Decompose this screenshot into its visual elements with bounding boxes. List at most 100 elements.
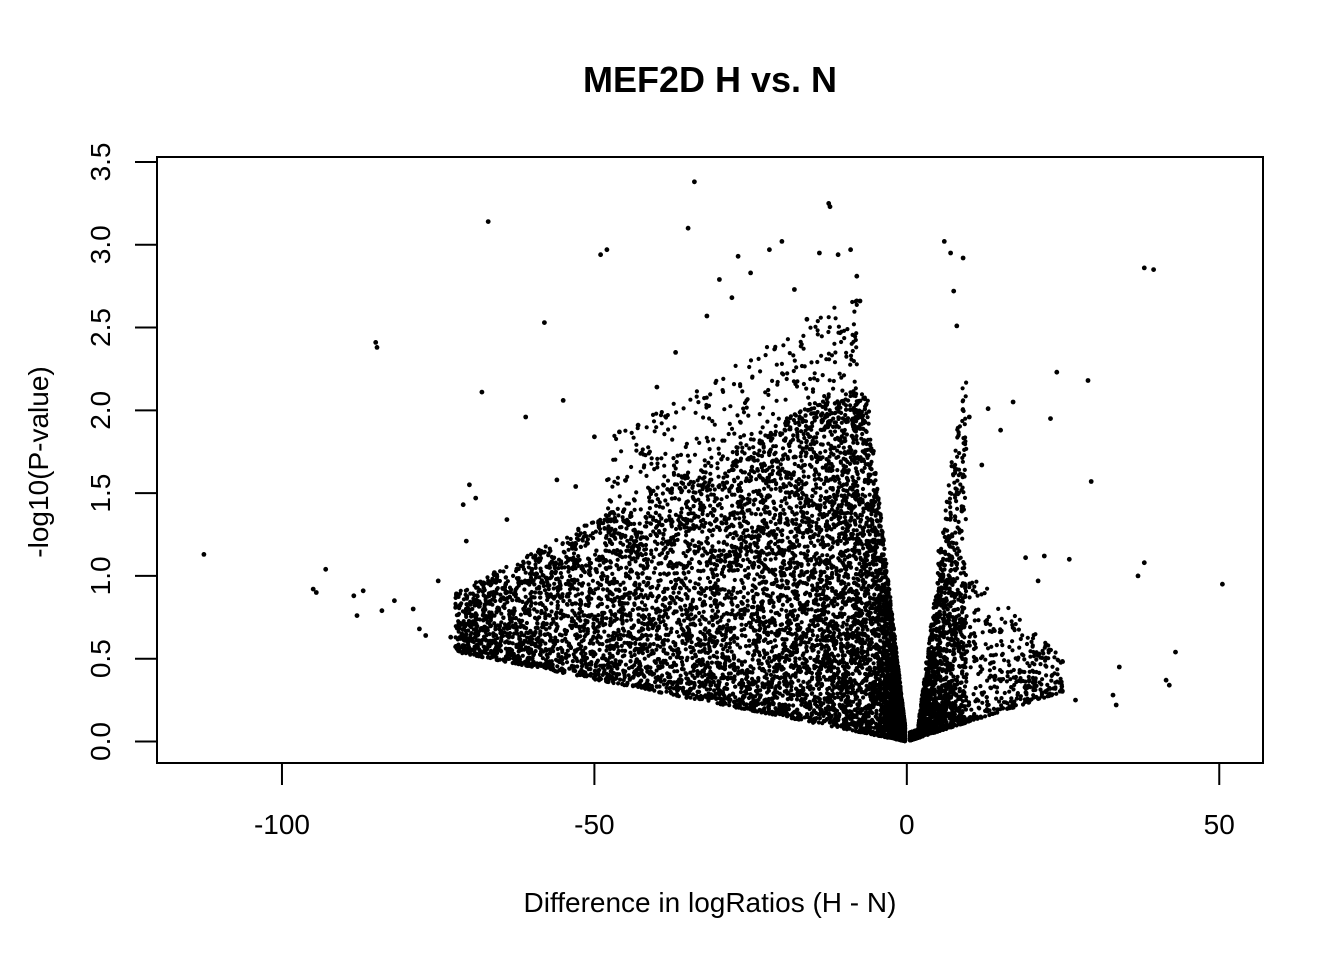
- scatter-point: [665, 487, 670, 492]
- scatter-point: [815, 622, 820, 628]
- scatter-point: [539, 580, 544, 585]
- scatter-point: [873, 513, 878, 518]
- scatter-point: [793, 659, 798, 664]
- scatter-point: [560, 541, 565, 547]
- scatter-point: [708, 683, 713, 688]
- scatter-point: [878, 638, 883, 643]
- scatter-point: [716, 474, 721, 479]
- scatter-point: [683, 485, 688, 490]
- scatter-point: [717, 451, 722, 456]
- scatter-point: [767, 664, 772, 669]
- scatter-point: [648, 533, 653, 538]
- scatter-point: [801, 679, 806, 685]
- scatter-point: [555, 664, 560, 669]
- scatter-point: [872, 665, 877, 671]
- scatter-point: [559, 575, 564, 580]
- scatter-point: [513, 587, 518, 592]
- scatter-point: [558, 595, 563, 600]
- scatter-point: [628, 650, 633, 655]
- scatter-point: [809, 607, 814, 612]
- scatter-point: [533, 562, 538, 567]
- scatter-point: [671, 692, 676, 697]
- scatter-point: [700, 529, 705, 534]
- scatter-point: [737, 516, 742, 521]
- scatter-point: [654, 547, 659, 552]
- scatter-point: [758, 574, 763, 579]
- scatter-point: [647, 612, 652, 618]
- scatter-point: [752, 600, 757, 605]
- scatter-point: [762, 486, 767, 491]
- scatter-point: [567, 598, 572, 603]
- scatter-point: [824, 574, 829, 579]
- scatter-point: [758, 512, 763, 517]
- scatter-point: [580, 538, 585, 543]
- scatter-point: [683, 647, 688, 652]
- scatter-point: [754, 703, 759, 708]
- scatter-point: [677, 497, 682, 502]
- scatter-point: [658, 572, 663, 577]
- scatter-point: [659, 541, 664, 546]
- scatter-point: [640, 571, 645, 576]
- scatter-point: [714, 650, 720, 655]
- scatter-point: [786, 585, 791, 591]
- scatter-point: [668, 655, 673, 660]
- scatter-point: [690, 538, 695, 543]
- scatter-point: [549, 609, 554, 614]
- scatter-point: [616, 648, 621, 654]
- scatter-point: [731, 535, 736, 541]
- scatter-point: [739, 541, 744, 547]
- scatter-point: [763, 468, 768, 473]
- scatter-point: [810, 420, 815, 426]
- scatter-point: [742, 528, 747, 533]
- scatter-point: [810, 633, 816, 638]
- scatter-point: [710, 544, 715, 549]
- scatter-point: [592, 668, 597, 674]
- scatter-point: [697, 597, 703, 602]
- scatter-point: [665, 638, 671, 643]
- scatter-point: [498, 569, 503, 574]
- scatter-point: [639, 600, 645, 605]
- scatter-point: [626, 501, 632, 506]
- scatter-point: [544, 621, 549, 626]
- scatter-point: [794, 504, 799, 509]
- scatter-point: [593, 552, 598, 557]
- scatter-point: [679, 506, 684, 511]
- scatter-point: [832, 478, 838, 483]
- scatter-point: [696, 514, 701, 519]
- scatter-point: [863, 494, 868, 499]
- scatter-point: [533, 590, 538, 595]
- scatter-point: [707, 655, 712, 660]
- scatter-point: [552, 581, 557, 586]
- scatter-point: [626, 630, 631, 635]
- scatter-point: [872, 592, 877, 597]
- scatter-point: [551, 586, 556, 591]
- scatter-point: [671, 590, 676, 595]
- scatter-point: [688, 579, 693, 584]
- scatter-point: [540, 656, 546, 661]
- scatter-point: [854, 434, 859, 439]
- scatter-point: [808, 655, 813, 661]
- scatter-point: [841, 445, 846, 450]
- scatter-point: [781, 482, 786, 487]
- scatter-point: [826, 610, 831, 615]
- scatter-point: [579, 660, 584, 665]
- scatter-point: [778, 462, 783, 467]
- scatter-point: [799, 620, 804, 625]
- scatter-point: [721, 624, 726, 629]
- scatter-point: [775, 465, 781, 470]
- scatter-point: [576, 537, 581, 543]
- scatter-point: [492, 621, 497, 626]
- scatter-point: [597, 647, 602, 653]
- scatter-point: [661, 531, 666, 537]
- scatter-point: [838, 450, 843, 455]
- scatter-point: [510, 573, 516, 579]
- scatter-point: [873, 471, 878, 477]
- scatter-point: [714, 517, 719, 522]
- scatter-point: [741, 557, 746, 563]
- scatter-point: [764, 619, 769, 624]
- scatter-point: [876, 505, 881, 510]
- scatter-point: [537, 575, 542, 580]
- scatter-point: [706, 698, 711, 703]
- scatter-point: [836, 653, 841, 658]
- scatter-point: [501, 569, 506, 574]
